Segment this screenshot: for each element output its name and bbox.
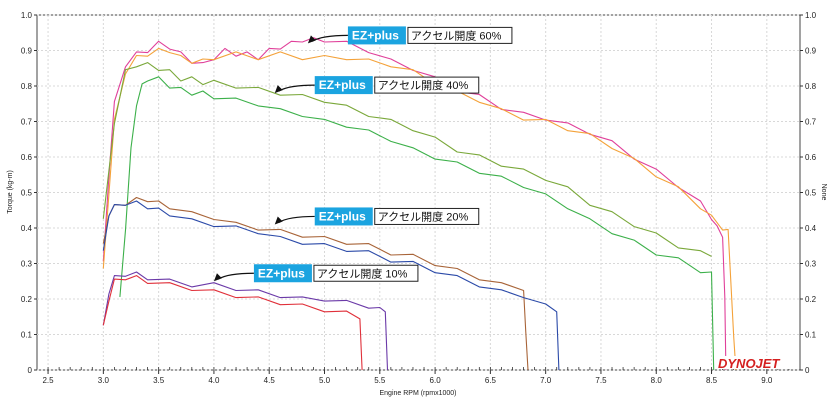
y-tick-label: 0.8 (21, 82, 33, 91)
x-tick-label: 8.5 (706, 376, 718, 385)
annotation-label-box (374, 76, 480, 94)
annotation-1: EZ+plus アクセル開度 60% (307, 26, 513, 45)
annotation-label-text: アクセル開度 10% (317, 266, 408, 280)
y2-tick-label: 0.1 (805, 331, 817, 340)
series-line-7 (102, 271, 389, 371)
series-line-8 (102, 275, 363, 371)
logo-text: DYNOJET (718, 356, 780, 371)
x-tick-label: 6.0 (430, 376, 442, 385)
series-line-5 (102, 196, 529, 371)
y2-tick-label: 0 (805, 366, 810, 375)
series-line-2 (102, 47, 737, 371)
x-tick-label: 8.0 (651, 376, 663, 385)
y2-tick-label: 0.9 (805, 47, 817, 56)
y-tick-label: 0.6 (21, 153, 33, 162)
y-tick-label: 0.9 (21, 47, 33, 56)
annotation-label-box (374, 207, 480, 225)
annotations: EZ+plus アクセル開度 60%EZ+plus アクセル開度 40%EZ+plu… (213, 26, 513, 283)
brand-tag-background (347, 26, 406, 45)
brand-tag-background (253, 264, 312, 283)
y-tick-label: 0 (28, 366, 33, 375)
y-tick-label: 0.1 (21, 331, 33, 340)
series-line-1 (102, 37, 727, 371)
y2-tick-label: 0.8 (805, 82, 817, 91)
annotation-label-text: アクセル開度 40% (378, 78, 469, 92)
y2-tick-label: 0.5 (805, 189, 817, 198)
annotation-arrowhead (307, 35, 316, 44)
x-tick-label: 2.5 (42, 376, 54, 385)
annotation-3: EZ+plus アクセル開度 20% (274, 207, 480, 226)
y-tick-label: 0.3 (21, 260, 33, 269)
brand-tag-text: EZ+plus (319, 209, 366, 223)
y2-tick-label: 0.6 (805, 153, 817, 162)
annotation-label-box (313, 264, 419, 282)
y-tick-label: 0.7 (21, 118, 33, 127)
annotation-arrowhead (274, 85, 283, 94)
brand-tag-text: EZ+plus (258, 266, 305, 280)
brand-tag-background (314, 207, 373, 226)
y2-tick-label: 0.4 (805, 224, 817, 233)
annotation-4: EZ+plus アクセル開度 10% (213, 264, 419, 283)
brand-tag-text: EZ+plus (352, 28, 399, 42)
brand-tag-background (314, 76, 373, 95)
annotation-label-box (407, 26, 513, 44)
y2-tick-label: 0.7 (805, 118, 817, 127)
x-tick-label: 3.0 (98, 376, 110, 385)
y-tick-label: 1.0 (21, 11, 33, 20)
annotation-label-text: アクセル開度 20% (378, 209, 469, 223)
y2-tick-label: 1.0 (805, 11, 817, 20)
annotation-label-text: アクセル開度 60% (411, 28, 502, 42)
y2-tick-label: 0.2 (805, 295, 817, 304)
series-group (102, 37, 737, 371)
y-tick-label: 0.4 (21, 224, 33, 233)
x-tick-label: 3.5 (153, 376, 165, 385)
series-line-3 (102, 62, 712, 257)
x-axis-ticks: 2.5 3.0 3.5 4.0 4.5 5.0 5.5 6.0 6.5 7.0 7.5 8.0 8.5 9… (42, 370, 773, 385)
x-tick-label: 7.0 (540, 376, 552, 385)
brand-tag-text: EZ+plus (319, 78, 366, 92)
x-tick-label: 5.0 (319, 376, 331, 385)
y-tick-label: 0.5 (21, 189, 33, 198)
series-line-6 (102, 200, 560, 371)
x-tick-label: 9.0 (761, 376, 773, 385)
y-axis-title: Torque (kg-m) (7, 170, 14, 214)
y2-tick-label: 0.3 (805, 260, 817, 269)
annotation-arrowhead (274, 216, 283, 225)
annotation-arrowhead (213, 273, 222, 282)
y-tick-label: 0.2 (21, 295, 33, 304)
y2-axis-title: None (820, 184, 827, 201)
series-line-4 (119, 76, 715, 371)
x-tick-label: 5.5 (374, 376, 386, 385)
x-tick-label: 7.5 (595, 376, 607, 385)
y2-axis-ticks: 0 0.1 0.2 0.3 0.4 0.5 0.6 0.7 0.8 0.9 1.0 (800, 11, 817, 375)
y-axis-ticks: 0 0.1 0.2 0.3 0.4 0.5 0.6 0.7 0.8 0.9 1.0 (21, 11, 37, 375)
x-tick-label: 4.0 (208, 376, 220, 385)
x-tick-label: 4.5 (264, 376, 276, 385)
x-tick-label: 6.5 (485, 376, 497, 385)
dynojet-logo: DYNOJET (715, 356, 795, 371)
annotation-2: EZ+plus アクセル開度 40% (274, 76, 480, 95)
x-axis-title: Engine RPM (rpmx1000) (379, 390, 456, 397)
